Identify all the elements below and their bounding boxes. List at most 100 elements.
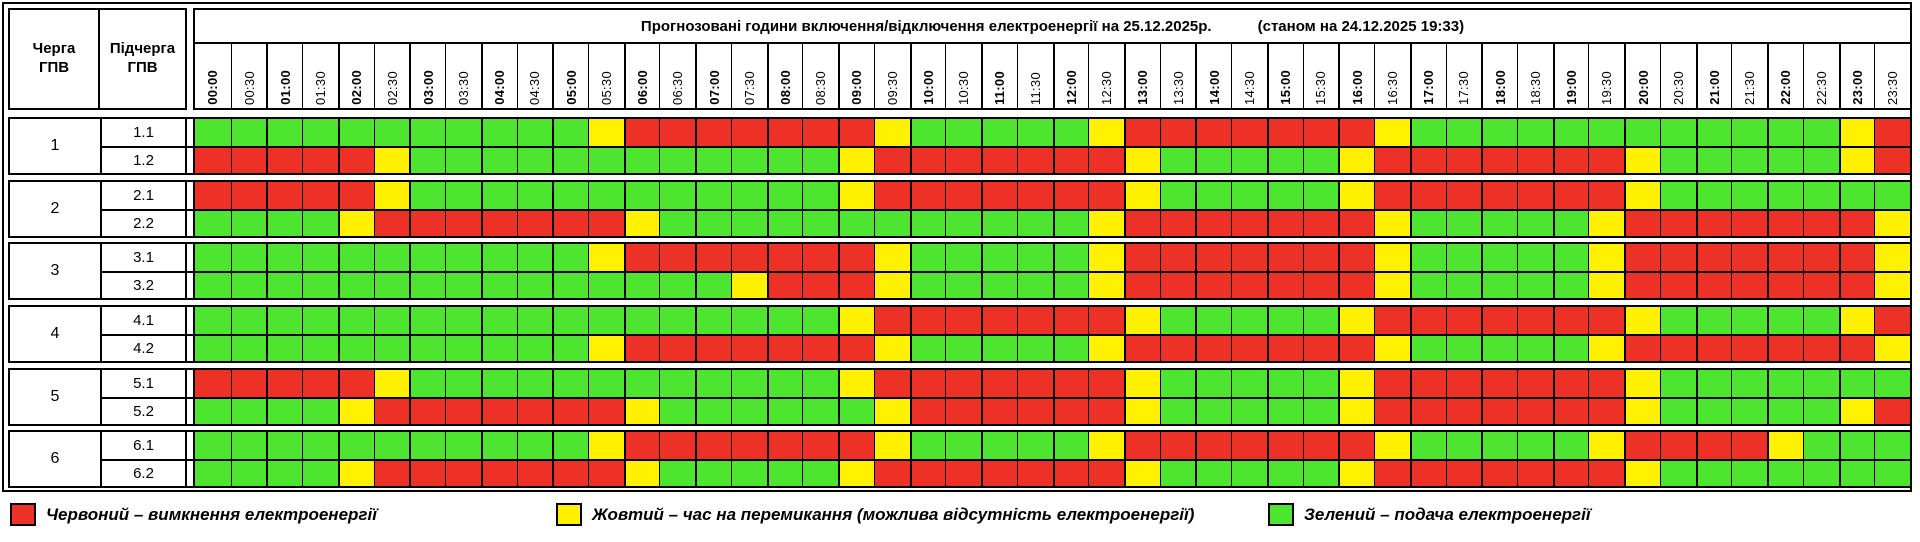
schedule-cell — [1731, 397, 1768, 424]
subqueue-label: 1.2 — [102, 146, 187, 173]
schedule-cell — [695, 307, 731, 334]
schedule-cell — [909, 182, 946, 209]
schedule-cell — [1624, 182, 1660, 209]
schedule-cell — [1052, 209, 1089, 236]
schedule-cell — [1624, 334, 1660, 361]
schedule-cell — [695, 244, 731, 271]
schedule-cell — [1374, 370, 1410, 397]
schedule-cell — [588, 209, 624, 236]
schedule-cell — [730, 182, 767, 209]
schedule-cell — [1159, 271, 1196, 298]
schedule-cell — [1088, 307, 1124, 334]
schedule-cell — [623, 146, 660, 173]
schedule-cell — [445, 146, 481, 173]
schedule-cell — [1445, 119, 1482, 146]
schedule-cell — [552, 119, 589, 146]
schedule-cell — [1481, 146, 1517, 173]
schedule-cell — [1338, 459, 1375, 486]
time-column-header: 15:00 — [1266, 42, 1303, 108]
schedule-cell — [1588, 119, 1625, 146]
schedule-cell — [1123, 432, 1160, 459]
queue-block-6: 6 6.1 6.2 — [8, 430, 1912, 488]
schedule-cell — [1552, 271, 1589, 298]
schedule-cell — [695, 370, 731, 397]
subqueue-label: 5.1 — [102, 370, 187, 397]
legend: Червоний – вимкнення електроенергії Жовт… — [0, 503, 1920, 537]
schedule-cell — [945, 119, 982, 146]
schedule-cell — [1302, 370, 1339, 397]
schedule-cell — [1231, 119, 1267, 146]
spacer-cell — [187, 459, 195, 486]
time-column-header: 04:00 — [480, 42, 517, 108]
schedule-cell — [1052, 146, 1089, 173]
schedule-cell — [945, 209, 982, 236]
schedule-cell — [266, 397, 303, 424]
schedule-cell — [659, 459, 696, 486]
schedule-cell — [480, 271, 517, 298]
schedule-cell — [945, 307, 982, 334]
schedule-cell — [1409, 307, 1446, 334]
schedule-cell — [1409, 370, 1446, 397]
time-column-header: 22:00 — [1767, 42, 1803, 108]
schedule-cell — [802, 370, 839, 397]
schedule-cell — [909, 397, 946, 424]
legend-item-yellow: Жовтий – час на перемикання (можлива від… — [556, 503, 1194, 526]
schedule-cell — [1695, 370, 1732, 397]
schedule-cell — [1481, 271, 1517, 298]
schedule-cell — [1731, 244, 1768, 271]
schedule-cell — [1838, 370, 1875, 397]
time-slot-label: 09:30 — [884, 70, 900, 105]
time-slot-label: 12:00 — [1063, 70, 1079, 105]
schedule-cell — [1016, 182, 1053, 209]
schedule-cell — [945, 459, 982, 486]
schedule-cell — [445, 307, 481, 334]
schedule-cell — [1088, 334, 1124, 361]
schedule-cell — [1052, 459, 1089, 486]
schedule-cell — [1838, 459, 1875, 486]
time-slot-label: 10:30 — [956, 70, 972, 105]
schedule-cell — [1016, 370, 1053, 397]
schedule-cell — [1123, 182, 1160, 209]
schedule-cell — [981, 244, 1017, 271]
schedule-cell — [1016, 271, 1053, 298]
schedule-cell — [1374, 459, 1410, 486]
schedule-cell — [1302, 271, 1339, 298]
spacer-cell — [187, 244, 195, 271]
schedule-cell — [981, 459, 1017, 486]
schedule-cell — [659, 307, 696, 334]
schedule-cell — [873, 182, 910, 209]
queue-block-5: 5 5.1 5.2 — [8, 368, 1912, 426]
schedule-cell — [1195, 334, 1232, 361]
schedule-cell — [1516, 244, 1553, 271]
schedule-cell — [1195, 459, 1232, 486]
schedule-cell — [1123, 307, 1160, 334]
schedule-cell — [1302, 397, 1339, 424]
schedule-cell — [1302, 182, 1339, 209]
time-column-header: 04:30 — [516, 42, 553, 108]
spacer-cell — [187, 397, 195, 424]
time-column-header: 00:00 — [195, 42, 231, 108]
time-slot-label: 03:30 — [455, 70, 471, 105]
schedule-cell — [230, 119, 267, 146]
schedule-cell — [516, 182, 553, 209]
schedule-cell — [337, 307, 374, 334]
schedule-cell — [1516, 119, 1553, 146]
subqueue-label: 3.1 — [102, 244, 187, 271]
time-column-header: 22:30 — [1802, 42, 1839, 108]
schedule-cell — [195, 334, 231, 361]
schedule-cell — [409, 397, 446, 424]
schedule-cell — [337, 397, 374, 424]
schedule-cell — [1552, 119, 1589, 146]
schedule-cell — [1123, 119, 1160, 146]
schedule-cell — [1302, 244, 1339, 271]
schedule-cell — [1195, 244, 1232, 271]
schedule-cell — [230, 182, 267, 209]
schedule-cell — [1409, 271, 1446, 298]
schedule-cell — [1695, 307, 1732, 334]
schedule-cell — [1159, 432, 1196, 459]
schedule-cell — [588, 334, 624, 361]
time-column-header: 20:30 — [1659, 42, 1696, 108]
schedule-cell — [1731, 119, 1768, 146]
schedule-cell — [1266, 370, 1303, 397]
time-column-header: 07:00 — [695, 42, 731, 108]
